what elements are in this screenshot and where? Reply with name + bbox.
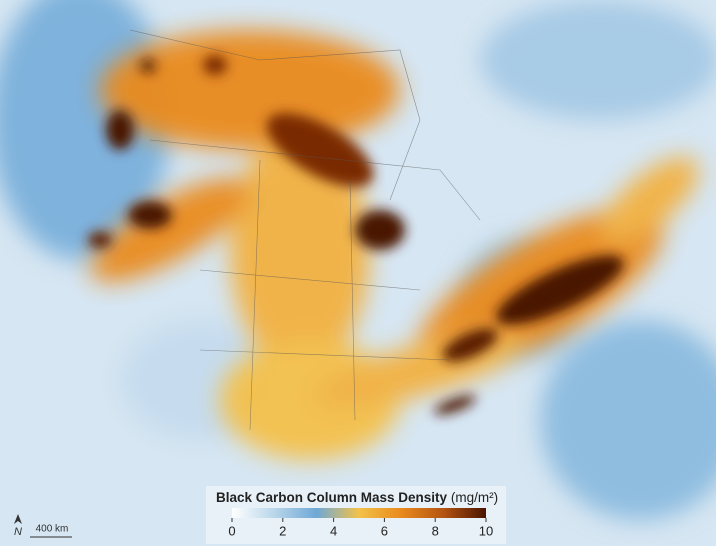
smoke-dense [88, 55, 625, 415]
colorbar-unit: (mg/m²) [451, 490, 498, 505]
colorbar-tick-label: 10 [479, 523, 493, 538]
colorbar-tick-label: 6 [381, 523, 388, 538]
north-arrow [14, 514, 22, 524]
colorbar-tick-label: 2 [279, 523, 286, 538]
scale-bar: N 400 km [14, 514, 72, 538]
borders [129, 29, 481, 431]
colorbar: Black Carbon Column Mass Density (mg/m²)… [206, 486, 506, 544]
colorbar-tick-label: 4 [330, 523, 337, 538]
north-label: N [14, 526, 22, 538]
colorbar-title-text: Black Carbon Column Mass Density [216, 490, 448, 505]
colorbar-gradient [232, 508, 486, 518]
scale-label: 400 km [36, 524, 69, 535]
colorbar-title: Black Carbon Column Mass Density (mg/m²) [216, 490, 498, 505]
colorbar-tick-label: 8 [432, 523, 439, 538]
colorbar-tick-label: 0 [228, 523, 235, 538]
